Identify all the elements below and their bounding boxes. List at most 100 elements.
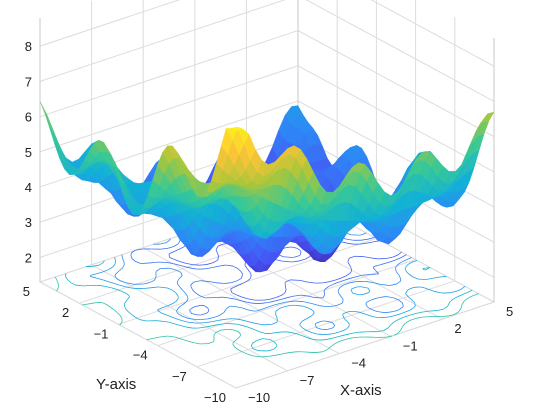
contour-segment (297, 333, 303, 337)
contour-segment (215, 329, 221, 334)
contour-segment (331, 322, 335, 326)
contour-segment (342, 315, 345, 319)
x-tick-label: −4 (351, 356, 366, 371)
floor-gridline-y (157, 259, 416, 347)
contour-segment (362, 274, 371, 276)
contour-segment (362, 292, 369, 295)
x-tick-label: −10 (248, 390, 270, 405)
contour-segment (306, 315, 312, 319)
contour-segment (285, 300, 294, 303)
contour-segment (288, 351, 297, 354)
contour-segment (192, 268, 198, 270)
contour-segment (341, 300, 344, 304)
contour-segment (128, 311, 133, 316)
contour-segment (323, 288, 326, 292)
contour-segment (285, 287, 287, 290)
contour-segment (212, 265, 220, 268)
contour-segment (449, 290, 457, 294)
y-tick-label: 2 (62, 305, 69, 320)
contour-segment (366, 299, 373, 303)
y-tick-label: −1 (94, 326, 109, 341)
contour-segment (299, 251, 302, 255)
contour-segment (214, 314, 220, 318)
contour-segment (468, 289, 473, 293)
contour-segment (340, 275, 347, 279)
contour-segment (114, 257, 116, 260)
contour-segment (361, 238, 369, 241)
contour-segment (398, 299, 403, 304)
contour-segment (92, 264, 100, 267)
contour-segment (408, 296, 412, 300)
contour-segment (139, 319, 147, 322)
wall-gridline-z (39, 0, 495, 67)
contour-segment (292, 260, 301, 263)
contour-segment (120, 280, 127, 284)
contour-segment (393, 333, 399, 336)
contour-segment (275, 314, 278, 318)
z-tick-label: 8 (25, 39, 32, 54)
contour-segment (253, 348, 257, 351)
contour-segment (329, 279, 336, 283)
contour-segment (259, 331, 266, 334)
contour-segment (408, 287, 414, 290)
contour-segment (125, 308, 129, 313)
contour-segment (315, 320, 322, 324)
contour-segment (253, 355, 260, 358)
contour-segment (367, 306, 369, 309)
contour-segment (294, 304, 303, 307)
contour-segment (304, 301, 312, 304)
contour-segment (192, 264, 200, 266)
contour-segment (302, 318, 308, 322)
contour-segment (182, 301, 187, 306)
contour-segment (415, 316, 423, 319)
contour-segment (249, 277, 251, 280)
contour-segment (405, 293, 409, 298)
contour-segment (286, 295, 294, 299)
contour-segment (371, 297, 378, 301)
contour-segment (365, 281, 374, 284)
contour-segment (121, 254, 123, 259)
y-tick-label: −10 (204, 390, 226, 405)
x-tick-label: −7 (300, 373, 315, 388)
contour-segment (117, 289, 123, 293)
contour-segment (397, 261, 403, 265)
contour-segment (211, 316, 215, 319)
contour-segment (336, 302, 343, 306)
contour-segment (350, 288, 353, 291)
contour-segment (215, 249, 218, 253)
contour-segment (260, 302, 269, 304)
contour-segment (160, 312, 166, 316)
contour-segment (180, 272, 183, 276)
contour-segment (54, 276, 58, 281)
contour-segment (390, 283, 398, 286)
contour-segment (314, 323, 317, 325)
contour-segment (167, 246, 174, 249)
contour-segment (345, 332, 353, 336)
contour-segment (89, 275, 92, 277)
contour-segment (344, 319, 348, 322)
contour-segment (124, 305, 126, 309)
contour-segment (308, 307, 313, 311)
contour-segment (119, 267, 123, 271)
contour-segment (225, 305, 230, 310)
contour-segment (250, 321, 253, 324)
contour-segment (403, 314, 410, 318)
contour-segment (231, 292, 237, 296)
contour-segment (275, 259, 282, 262)
contour-segment (182, 290, 186, 294)
contour-segment (169, 257, 175, 260)
contour-segment (341, 296, 344, 299)
contour-segment (350, 289, 354, 294)
contour-segment (187, 340, 194, 343)
contour-segment (208, 281, 213, 283)
contour-segment (299, 254, 301, 256)
contour-segment (175, 318, 182, 321)
contour-segment (280, 297, 287, 300)
contour-segment (402, 324, 405, 327)
contour-segment (347, 257, 350, 262)
contour-segment (215, 245, 219, 250)
contour-segment (125, 299, 128, 303)
z-tick-label: 2 (25, 250, 32, 265)
contour-segment (343, 318, 346, 320)
